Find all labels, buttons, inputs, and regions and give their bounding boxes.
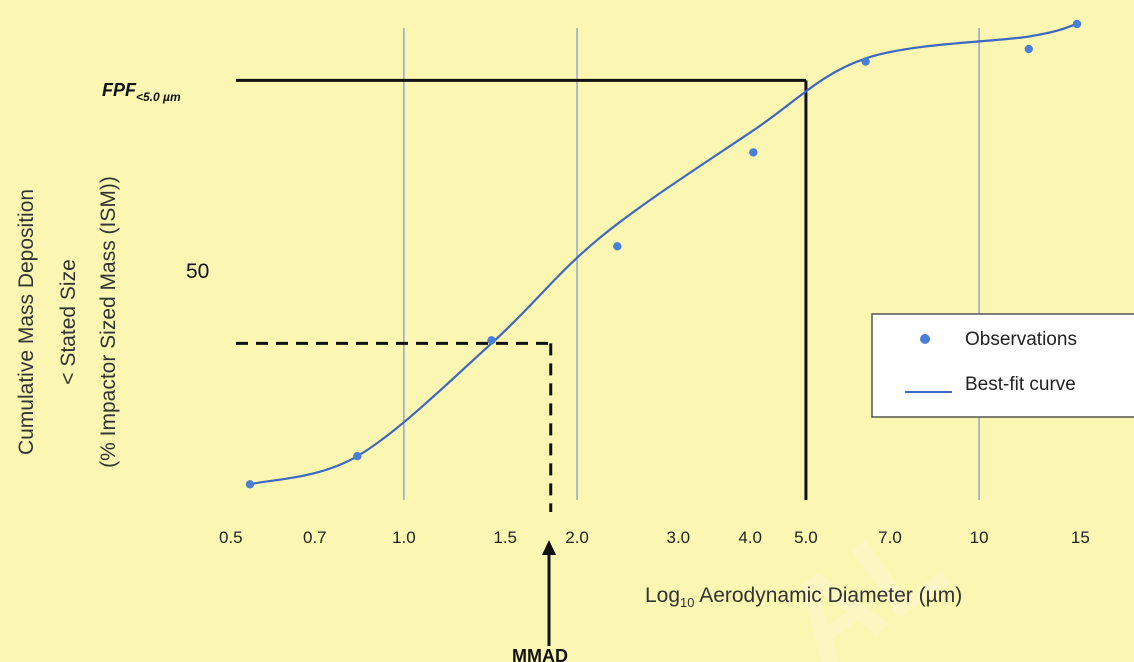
x-axis-label: Log10 Aerodynamic Diameter (µm) [645, 584, 962, 610]
observation-point-1 [245, 480, 255, 489]
mmad-arrow-head [542, 540, 556, 555]
fpf-label-subscript: <5.0 µm [136, 90, 181, 104]
legend-observations-label: Observations [965, 329, 1077, 350]
x-axis-label-rest: Aerodynamic Diameter (µm) [695, 584, 963, 607]
watermark: AL [760, 492, 968, 662]
x-axis-label-subscript: 10 [680, 595, 694, 610]
observation-point-2 [353, 451, 362, 461]
best-fit-curve-layer [249, 22, 1078, 486]
y-axis-label-line-2: < Stated Size [57, 259, 80, 385]
best-fit-curve [249, 22, 1078, 486]
y-axis-label: Cumulative Mass Deposition < Stated Size… [15, 176, 120, 468]
x-tick-label-3-0: 3.0 [667, 528, 691, 547]
x-tick-label-7-0: 7.0 [878, 528, 902, 547]
fpf-label: FPF<5.0 µm [102, 80, 181, 104]
legend-box [871, 313, 1134, 418]
observation-point-7 [1024, 44, 1033, 54]
x-tick-label-0-7: 0.7 [303, 528, 327, 547]
y-axis-label-line-1: Cumulative Mass Deposition [15, 189, 38, 455]
x-tick-label-10: 10 [970, 528, 989, 547]
observation-points [245, 19, 1082, 489]
mmad-annotation: MMAD [512, 540, 568, 662]
x-tick-label-5-0: 5.0 [794, 528, 818, 547]
mmad-label: MMAD [512, 646, 568, 662]
legend-observations-marker [920, 334, 930, 344]
observation-point-5 [749, 148, 758, 157]
fpf-label-main: FPF [102, 80, 137, 100]
x-tick-labels: 0.5 0.7 1.0 1.5 2.0 3.0 4.0 5.0 7.0 10 15 [219, 528, 1090, 547]
x-tick-label-4-0: 4.0 [738, 528, 762, 547]
x-tick-label-15: 15 [1071, 528, 1090, 547]
legend-best-fit-label: Best-fit curve [965, 374, 1076, 395]
x-tick-label-0-5: 0.5 [219, 528, 243, 547]
x-tick-label-1-5: 1.5 [493, 528, 517, 547]
observation-point-6 [861, 57, 870, 66]
y-axis-label-line-3: (% Impactor Sized Mass (ISM)) [97, 176, 120, 468]
x-axis-label-log: Log [645, 584, 680, 607]
observation-point-3 [487, 336, 496, 345]
gridlines [403, 28, 980, 500]
legend: Observations Best-fit curve [871, 313, 1134, 418]
observation-point-4 [613, 242, 622, 251]
x-tick-label-2-0: 2.0 [565, 528, 589, 547]
guide-lines [236, 78, 808, 512]
x-tick-label-1-0: 1.0 [392, 528, 416, 547]
observation-point-8 [1072, 19, 1082, 29]
y-tick-50: 50 [186, 260, 209, 283]
